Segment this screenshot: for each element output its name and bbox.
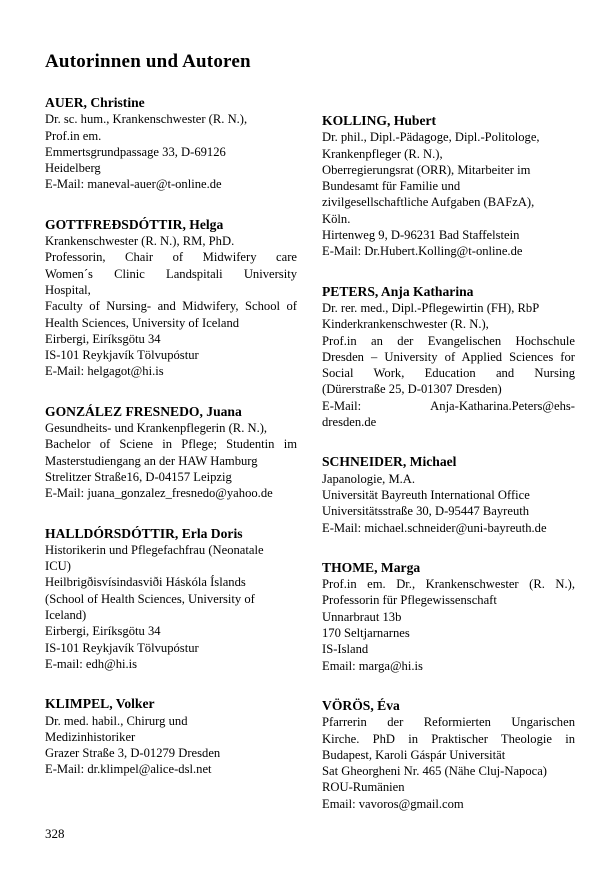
author-columns: AUER, Christine Dr. sc. hum., Krankenschw… bbox=[45, 95, 575, 836]
author-detail-line: E-Mail: maneval-auer@t-online.de bbox=[45, 177, 222, 192]
author-detail-line: dresden.de bbox=[322, 415, 377, 430]
author-detail-line: Prof.in em. Dr., Krankenschwester (R. N.… bbox=[322, 577, 575, 592]
author-detail-line: Dr. rer. med., Dipl.-Pflegewirtin (FH), … bbox=[322, 300, 540, 315]
author-detail-line: Historikerin und Pflegefachfrau (Neonata… bbox=[45, 542, 264, 557]
author-detail-line: Hospital, bbox=[45, 282, 91, 297]
author-detail-line: Grazer Straße 3, D-01279 Dresden bbox=[45, 746, 221, 761]
author-detail-line: Emmertsgrundpassage 33, D-69126 bbox=[45, 144, 226, 159]
page-number: 328 bbox=[45, 826, 65, 841]
author-detail-line: Hirtenweg 9, D-96231 Bad Staffelstein bbox=[322, 228, 520, 243]
author-detail-line: Kinderkrankenschwester (R. N.), bbox=[322, 317, 489, 332]
author-detail-line: E-Mail: Dr.Hubert.Kolling@t-online.de bbox=[322, 244, 523, 259]
author-detail-line: Email: vavoros@gmail.com bbox=[322, 796, 464, 811]
author-detail-line: Dr. sc. hum., Krankenschwester (R. N.), bbox=[45, 112, 248, 127]
author-detail-line: E-Mail: Anja-Katharina.Peters@ehs- bbox=[322, 398, 575, 413]
author-entry: VÖRÖS, Éva Pfarrerin der Reformierten Ung… bbox=[322, 698, 575, 812]
author-detail-line: E-mail: edh@hi.is bbox=[45, 656, 138, 671]
author-name-heading: KLIMPEL, Volker bbox=[45, 696, 155, 712]
author-detail-line: Eirbergi, Eiríksgötu 34 bbox=[45, 331, 161, 346]
author-detail-line: Masterstudiengang an der HAW Hamburg bbox=[45, 453, 258, 468]
author-name-heading: AUER, Christine bbox=[45, 95, 145, 110]
author-detail-line: Prof.in em. bbox=[45, 128, 102, 143]
author-name-heading: GOTTFREÐSDÓTTIR, Helga bbox=[45, 216, 224, 232]
author-detail-line: E-Mail: helgagot@hi.is bbox=[45, 364, 164, 379]
author-detail-line: Dresden – University of Applied Sciences… bbox=[322, 349, 575, 364]
author-detail-line: Prof.in an der Evangelischen Hochschule bbox=[322, 333, 575, 348]
author-detail-line: Dr. med. habil., Chirurg und bbox=[45, 713, 188, 728]
author-name-heading: VÖRÖS, Éva bbox=[322, 697, 400, 713]
author-detail-line: IS-101 Reykjavík Tölvupóstur bbox=[45, 640, 199, 655]
author-name-heading: KOLLING, Hubert bbox=[322, 113, 437, 128]
author-name-heading: GONZÁLEZ FRESNEDO, Juana bbox=[45, 403, 242, 419]
author-detail-line: Email: marga@hi.is bbox=[322, 658, 423, 673]
author-detail-line: Pfarrerin der Reformierten Ungarischen bbox=[322, 715, 575, 730]
author-entry: KLIMPEL, Volker Dr. med. habil., Chirurg … bbox=[45, 696, 297, 777]
author-detail-line: Strelitzer Straße16, D-04157 Leipzig bbox=[45, 469, 232, 484]
author-entry: GOTTFREÐSDÓTTIR, Helga Krankenschwester (… bbox=[45, 217, 297, 380]
author-detail-line: Eirbergi, Eiríksgötu 34 bbox=[45, 624, 161, 639]
author-detail-line: Kirche. PhD in Praktischer Theologie in bbox=[322, 731, 575, 746]
author-detail-line: Professorin für Pflegewissenschaft bbox=[322, 593, 497, 608]
author-entry: GONZÁLEZ FRESNEDO, Juana Gesundheits- und… bbox=[45, 404, 297, 502]
author-entry: PETERS, Anja Katharina Dr. rer. med., Dip… bbox=[322, 284, 575, 431]
author-name-heading: THOME, Marga bbox=[322, 559, 421, 575]
author-detail-line: ROU-Rumänien bbox=[322, 780, 405, 795]
author-detail-line: 170 Seltjarnarnes bbox=[322, 626, 410, 641]
author-detail-line: Universitätsstraße 30, D-95447 Bayreuth bbox=[322, 504, 530, 519]
author-detail-line: Oberregierungsrat (ORR), Mitarbeiter im bbox=[322, 162, 531, 177]
author-entry: HALLDÓRSDÓTTIR, Erla Doris Historikerin u… bbox=[45, 526, 297, 673]
author-detail-line: Köln. bbox=[322, 211, 351, 226]
author-detail-line: Bundesamt für Familie und bbox=[322, 179, 461, 194]
author-detail-line: zivilgesellschaftliche Aufgaben (BAFzA), bbox=[322, 195, 535, 210]
author-detail-line: Social Work, Education and Nursing bbox=[322, 366, 575, 381]
author-detail-line: Budapest, Karoli Gáspár Universität bbox=[322, 747, 506, 762]
author-detail-line: Professorin, Chair of Midwifery care bbox=[45, 250, 297, 265]
author-detail-line: Heidelberg bbox=[45, 161, 101, 176]
author-detail-line: IS-Island bbox=[322, 642, 369, 657]
author-detail-line: Sat Gheorgheni Nr. 465 (Nähe Cluj-Napoca… bbox=[322, 764, 547, 779]
author-detail-line: (Dürerstraße 25, D-01307 Dresden) bbox=[322, 382, 502, 397]
author-detail-line: Health Sciences, University of Iceland bbox=[45, 315, 240, 330]
author-name-heading: SCHNEIDER, Michael bbox=[322, 454, 457, 470]
author-name-heading: HALLDÓRSDÓTTIR, Erla Doris bbox=[45, 525, 243, 541]
author-detail-line: ICU) bbox=[45, 559, 71, 574]
author-detail-line: Japanologie, M.A. bbox=[322, 471, 416, 486]
author-detail-line: E-Mail: michael.schneider@uni-bayreuth.d… bbox=[322, 520, 547, 535]
author-detail-line: Dr. phil., Dipl.-Pädagoge, Dipl.-Politol… bbox=[322, 130, 540, 145]
page-title: Autorinnen und Autoren bbox=[45, 51, 251, 72]
author-detail-line: Faculty of Nursing- and Midwifery, Schoo… bbox=[45, 299, 297, 314]
author-detail-line: Bachelor of Sciene in Pflege; Studentin … bbox=[45, 437, 297, 452]
author-detail-line: Universität Bayreuth International Offic… bbox=[322, 487, 530, 502]
author-detail-line: Women´s Clinic Landspitali University bbox=[45, 266, 297, 281]
author-name-heading: PETERS, Anja Katharina bbox=[322, 283, 474, 299]
author-entry: AUER, Christine Dr. sc. hum., Krankenschw… bbox=[45, 95, 297, 193]
author-detail-line: IS-101 Reykjavík Tölvupóstur bbox=[45, 348, 199, 363]
author-detail-line: Unnarbraut 13b bbox=[322, 609, 402, 624]
author-detail-line: Gesundheits- und Krankenpflegerin (R. N.… bbox=[45, 421, 268, 436]
author-column-left: AUER, Christine Dr. sc. hum., Krankenschw… bbox=[45, 95, 297, 802]
author-detail-line: E-Mail: dr.klimpel@alice-dsl.net bbox=[45, 762, 212, 777]
author-detail-line: (School of Health Sciences, University o… bbox=[45, 591, 255, 606]
author-entry: SCHNEIDER, Michael Japanologie, M.A. Unive… bbox=[322, 454, 575, 535]
author-detail-line: Heilbrigðisvísindasviði Háskóla Íslands bbox=[45, 575, 246, 590]
author-entry: KOLLING, Hubert Dr. phil., Dipl.-Pädagoge… bbox=[322, 113, 575, 260]
author-detail-line: Krankenpfleger (R. N.), bbox=[322, 146, 443, 161]
author-detail-line: Iceland) bbox=[45, 608, 87, 623]
author-column-right: KOLLING, Hubert Dr. phil., Dipl.-Pädagoge… bbox=[322, 95, 575, 836]
author-detail-line: Krankenschwester (R. N.), RM, PhD. bbox=[45, 234, 235, 249]
author-detail-line: Medizinhistoriker bbox=[45, 729, 136, 744]
author-entry: THOME, Marga Prof.in em. Dr., Krankenschw… bbox=[322, 560, 575, 674]
author-detail-line: E-Mail: juana_gonzalez_fresnedo@yahoo.de bbox=[45, 486, 273, 501]
